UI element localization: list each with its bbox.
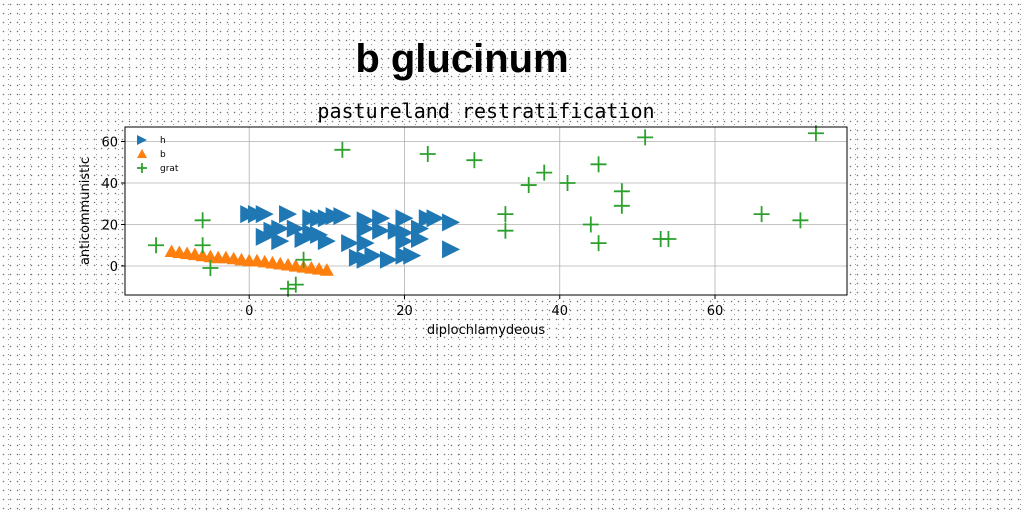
legend-marker-h — [137, 135, 147, 145]
point-h — [271, 219, 290, 238]
y-tick-label: 40 — [101, 177, 118, 192]
plot-area — [125, 127, 847, 295]
point-grat — [295, 251, 312, 268]
point-h — [255, 227, 274, 246]
point-grat — [613, 183, 630, 200]
y-axis-label: anticommunistic — [78, 157, 93, 265]
point-grat — [194, 237, 211, 254]
point-h — [356, 234, 375, 253]
point-h — [442, 240, 461, 259]
point-grat — [807, 125, 824, 142]
point-grat — [590, 156, 607, 173]
y-tick-label: 0 — [110, 260, 118, 275]
point-h — [356, 250, 375, 269]
legend-marker-b — [137, 149, 147, 158]
point-grat — [792, 212, 809, 229]
point-h — [255, 205, 274, 224]
plot-frame — [124, 126, 848, 296]
point-grat — [334, 141, 351, 158]
point-grat — [497, 206, 514, 223]
point-h — [271, 232, 290, 251]
point-h — [294, 230, 313, 248]
legend-label-grat: grat — [160, 164, 179, 174]
point-h — [317, 232, 336, 251]
point-h — [395, 232, 414, 251]
point-grat — [559, 175, 576, 191]
figure-suptitle: b glucinum — [355, 37, 568, 81]
point-grat — [753, 206, 770, 223]
point-grat — [497, 222, 514, 239]
point-h — [372, 221, 391, 240]
point-b — [319, 263, 334, 276]
x-tick-label: 0 — [245, 304, 253, 319]
point-h — [395, 209, 414, 228]
point-grat — [536, 164, 553, 181]
legend-label-h: h — [160, 136, 166, 146]
x-tick-label: 60 — [707, 304, 724, 319]
point-h — [341, 234, 360, 253]
point-grat — [280, 280, 297, 297]
point-grat — [202, 260, 219, 277]
point-grat — [148, 237, 165, 254]
point-grat — [194, 212, 211, 229]
x-tick-label: 40 — [551, 304, 568, 319]
y-tick-label: 20 — [101, 218, 118, 233]
point-h — [403, 246, 422, 265]
point-h — [279, 205, 298, 224]
point-grat — [419, 145, 436, 162]
point-h — [286, 219, 305, 238]
legend-marker-grat — [137, 163, 147, 173]
data-marks — [148, 125, 824, 297]
point-grat — [287, 276, 304, 293]
point-h — [426, 209, 445, 228]
x-axis-label: diplochlamydeous — [427, 323, 545, 338]
point-h — [372, 209, 391, 228]
point-h — [333, 207, 352, 226]
point-grat — [637, 129, 654, 146]
point-h — [356, 219, 375, 238]
axes-title: pastureland restratification — [317, 99, 654, 123]
point-grat — [520, 177, 537, 194]
legend: hb grat — [137, 135, 179, 174]
point-grat — [590, 235, 607, 252]
axis-ticks: 0 20 40 60 0 20 40 60 — [101, 136, 723, 319]
point-grat — [582, 216, 599, 233]
point-grat — [466, 152, 483, 169]
legend-label-b: b — [160, 150, 166, 160]
point-h — [379, 250, 398, 269]
point-grat — [660, 231, 677, 247]
y-tick-label: 60 — [101, 136, 118, 151]
point-h — [411, 230, 430, 248]
x-tick-label: 20 — [396, 304, 413, 319]
point-grat — [613, 197, 630, 214]
point-h — [442, 213, 461, 232]
